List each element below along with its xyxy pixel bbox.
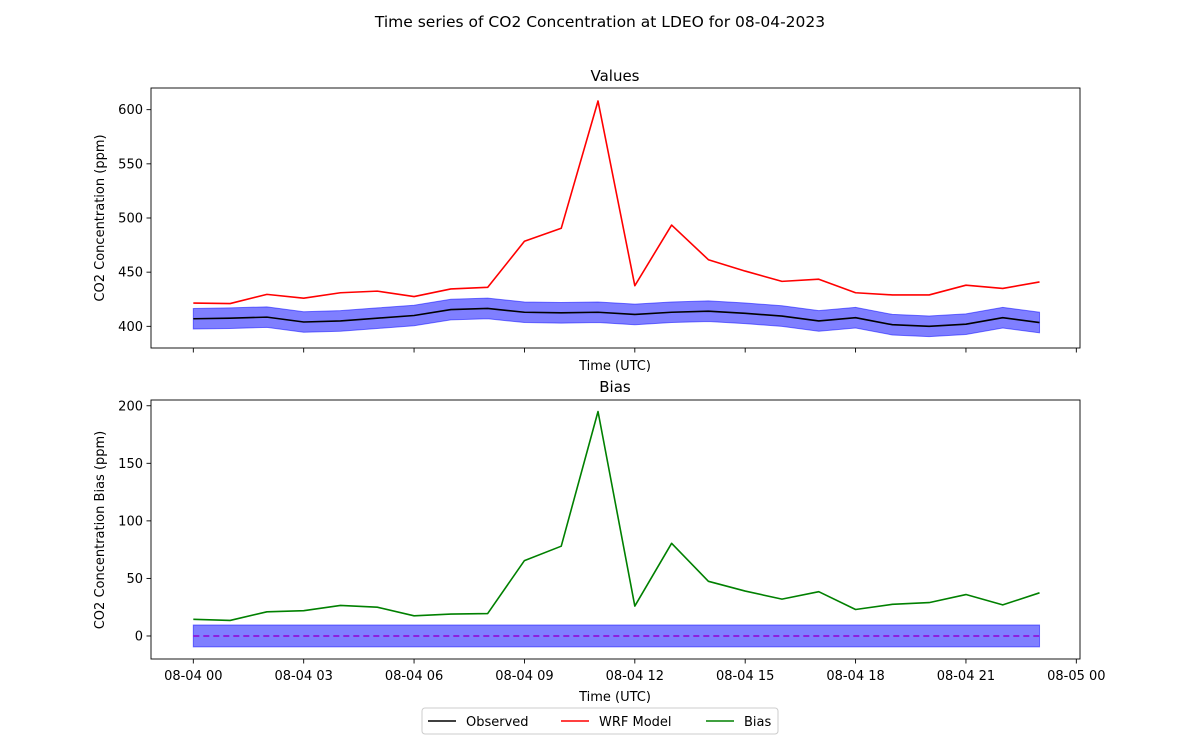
bias-xtick-label: 08-04 15 xyxy=(716,669,774,684)
values-title: Values xyxy=(590,67,639,85)
bias-ytick-label: 0 xyxy=(135,629,143,644)
figure-title: Time series of CO2 Concentration at LDEO… xyxy=(374,13,825,31)
bias-xtick-label: 08-04 00 xyxy=(164,669,222,684)
bias-series-bias xyxy=(193,410,1040,622)
bias-plot-frame xyxy=(150,399,1081,660)
legend-label-observed: Observed xyxy=(466,715,529,730)
bias-xtick-label: 08-04 12 xyxy=(606,669,664,684)
values-axes: Values Time (UTC) CO2 Concentration (ppm… xyxy=(93,67,1081,374)
values-series-observed xyxy=(193,307,1040,328)
bias-axes: Bias Time (UTC) CO2 Concentration Bias (… xyxy=(93,378,1106,705)
bias-xtick-label: 08-04 06 xyxy=(385,669,443,684)
values-uncertainty-band xyxy=(192,297,1041,338)
bias-ytick-label: 150 xyxy=(118,457,143,472)
values-series-wrf-model xyxy=(193,100,1040,305)
bias-xtick-label: 08-04 18 xyxy=(826,669,884,684)
values-ytick-label: 500 xyxy=(118,212,143,227)
bias-xtick-label: 08-04 09 xyxy=(495,669,553,684)
bias-ytick-label: 100 xyxy=(118,514,143,529)
values-ytick-label: 600 xyxy=(118,103,143,118)
bias-ylabel: CO2 Concentration Bias (ppm) xyxy=(93,431,108,630)
bias-xtick-label: 08-05 00 xyxy=(1047,669,1105,684)
legend: Observed WRF Model Bias xyxy=(421,707,779,735)
values-ylabel: CO2 Concentration (ppm) xyxy=(93,134,108,301)
legend-label-bias: Bias xyxy=(744,715,771,730)
bias-xlabel: Time (UTC) xyxy=(578,690,651,705)
bias-xtick-label: 08-04 03 xyxy=(274,669,332,684)
legend-label-wrf-model: WRF Model xyxy=(599,715,672,730)
legend-frame xyxy=(421,707,779,735)
values-ytick-label: 450 xyxy=(118,266,143,281)
bias-title: Bias xyxy=(599,378,631,396)
bias-xtick-label: 08-04 21 xyxy=(937,669,995,684)
values-xlabel: Time (UTC) xyxy=(578,359,651,374)
bias-ytick-label: 200 xyxy=(118,399,143,414)
values-ytick-label: 400 xyxy=(118,320,143,335)
values-ytick-label: 550 xyxy=(118,157,143,172)
bias-ytick-label: 50 xyxy=(126,572,143,587)
